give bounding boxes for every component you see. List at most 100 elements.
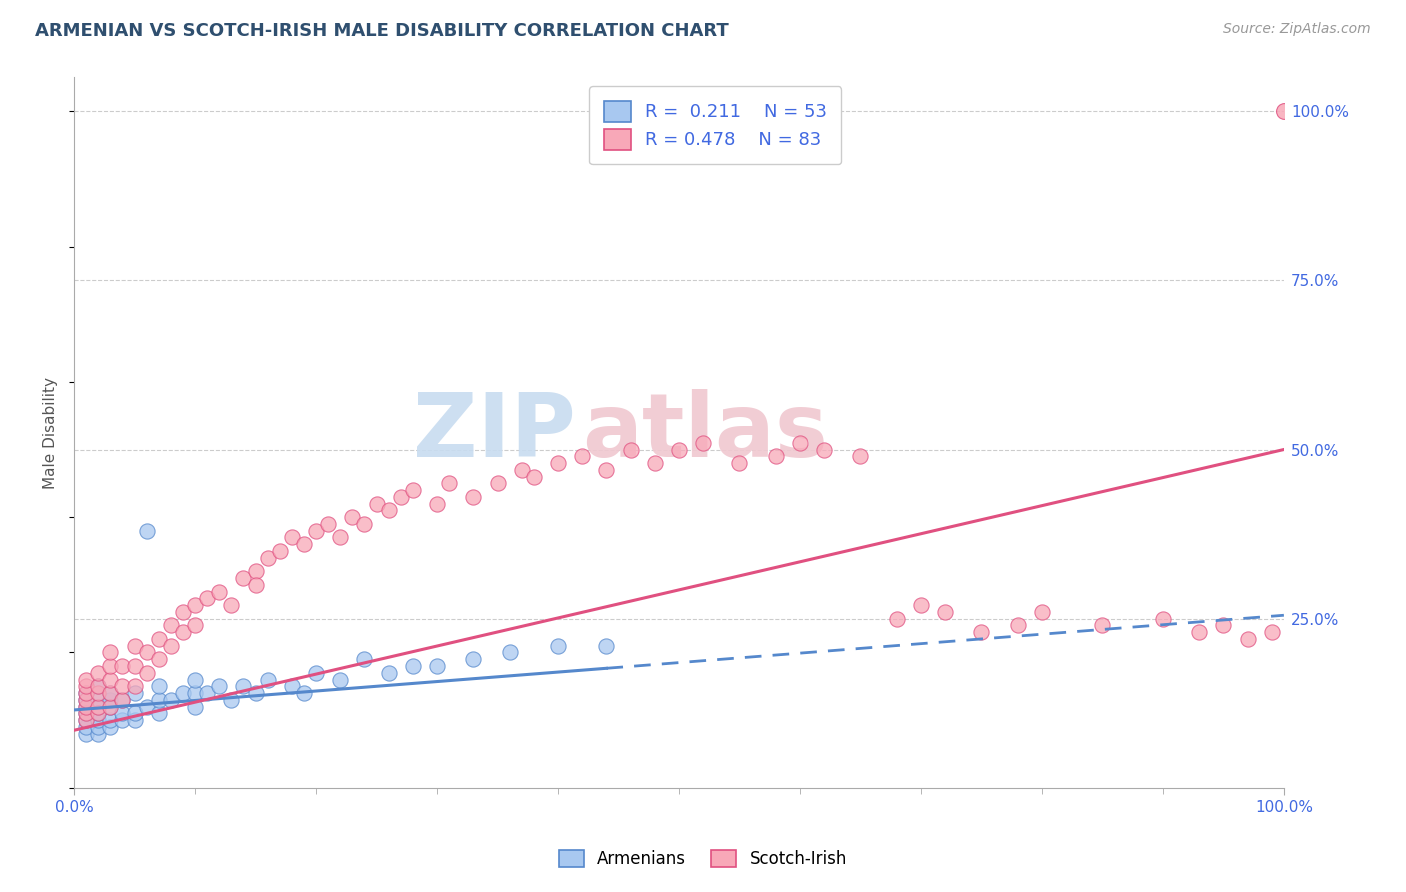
Point (329, 673, 352, 687)
Point (547, 456, 569, 470)
Point (620, 442, 643, 457)
Point (100, 699, 122, 714)
Point (135, 699, 157, 714)
Point (75, 686, 97, 700)
Point (75, 726, 97, 740)
Point (87, 686, 110, 700)
Point (510, 463, 533, 477)
Point (1188, 625, 1211, 640)
Point (184, 598, 207, 612)
Point (765, 450, 787, 464)
Point (970, 625, 993, 640)
Point (1152, 612, 1174, 626)
Text: ZIP: ZIP (413, 389, 576, 476)
Point (135, 524, 157, 538)
Point (87, 706, 110, 721)
Point (910, 598, 932, 612)
Point (184, 699, 207, 714)
Point (281, 679, 304, 693)
Point (523, 469, 546, 483)
Point (148, 693, 170, 707)
Point (886, 612, 908, 626)
Legend: R =  0.211    N = 53, R = 0.478    N = 83: R = 0.211 N = 53, R = 0.478 N = 83 (589, 87, 841, 164)
Point (692, 435, 714, 450)
Point (87, 693, 110, 707)
Point (486, 476, 509, 491)
Point (305, 524, 328, 538)
Point (75, 693, 97, 707)
Point (571, 450, 593, 464)
Point (87, 720, 110, 734)
Point (668, 442, 690, 457)
Point (1236, 632, 1258, 646)
Point (124, 659, 146, 673)
Point (232, 571, 254, 585)
Point (245, 564, 267, 578)
Point (1007, 618, 1029, 632)
Point (160, 693, 183, 707)
Point (595, 639, 617, 653)
Point (160, 618, 183, 632)
Point (75, 713, 97, 727)
Text: Source: ZipAtlas.com: Source: ZipAtlas.com (1223, 22, 1371, 37)
Point (87, 699, 110, 714)
Point (245, 578, 267, 592)
Point (135, 645, 157, 659)
Point (366, 497, 388, 511)
Point (208, 584, 231, 599)
Point (1091, 618, 1114, 632)
Point (100, 713, 122, 727)
Point (100, 699, 122, 714)
Point (232, 679, 254, 693)
Point (87, 679, 110, 693)
Point (160, 639, 183, 653)
Point (221, 693, 243, 707)
Point (426, 497, 449, 511)
Point (124, 679, 146, 693)
Point (426, 659, 449, 673)
Point (463, 652, 485, 666)
Point (849, 450, 872, 464)
Point (111, 659, 134, 673)
Point (184, 673, 207, 687)
Point (87, 706, 110, 721)
Point (316, 516, 339, 531)
Point (100, 686, 122, 700)
Point (498, 645, 520, 659)
Point (124, 706, 146, 721)
Point (87, 665, 110, 680)
Point (124, 639, 146, 653)
Point (256, 550, 278, 565)
Point (245, 686, 267, 700)
Text: atlas: atlas (582, 389, 828, 476)
Point (111, 679, 134, 693)
Text: ARMENIAN VS SCOTCH-IRISH MALE DISABILITY CORRELATION CHART: ARMENIAN VS SCOTCH-IRISH MALE DISABILITY… (35, 22, 728, 40)
Point (934, 605, 956, 619)
Point (111, 706, 134, 721)
Point (148, 652, 170, 666)
Point (195, 591, 218, 606)
Point (124, 686, 146, 700)
Point (111, 693, 134, 707)
Point (437, 476, 460, 491)
Point (172, 605, 194, 619)
Point (100, 673, 122, 687)
Point (75, 699, 97, 714)
Point (135, 665, 157, 680)
Point (148, 706, 170, 721)
Point (75, 706, 97, 721)
Point (75, 693, 97, 707)
Point (1212, 618, 1234, 632)
Point (148, 679, 170, 693)
Point (87, 679, 110, 693)
Point (256, 673, 278, 687)
Point (75, 673, 97, 687)
Point (87, 726, 110, 740)
Point (728, 456, 751, 470)
Point (1272, 104, 1295, 119)
Point (329, 531, 352, 545)
Point (75, 686, 97, 700)
Point (353, 516, 375, 531)
Legend: Armenians, Scotch-Irish: Armenians, Scotch-Irish (553, 843, 853, 875)
Y-axis label: Male Disability: Male Disability (44, 376, 58, 489)
